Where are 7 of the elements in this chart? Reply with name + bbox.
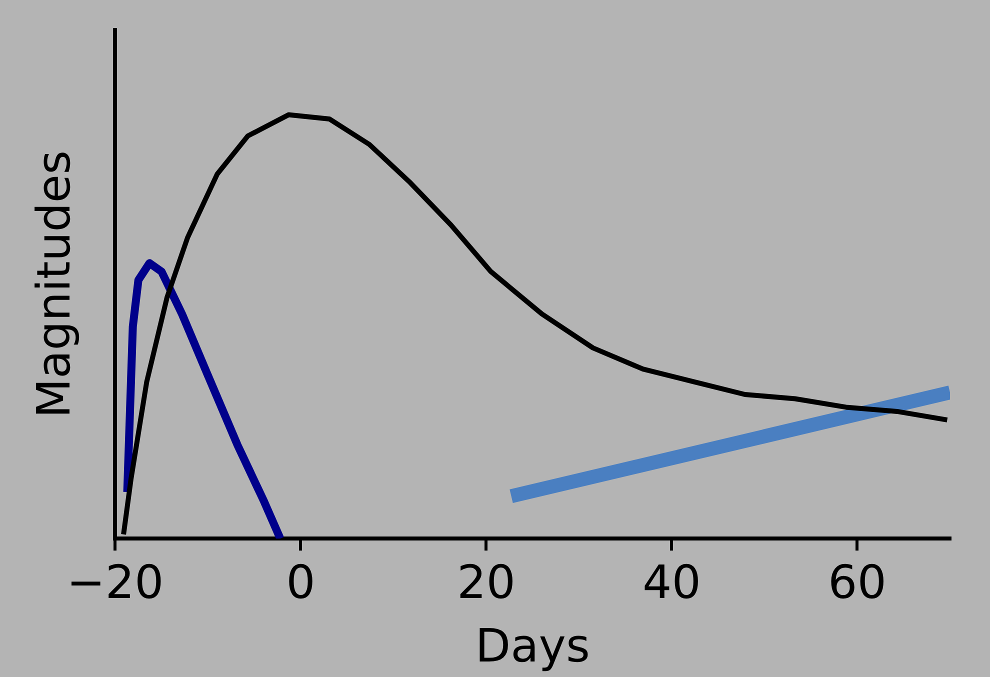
x-axis-title: Days: [475, 618, 590, 672]
x-tick-label: 20: [456, 555, 516, 610]
x-tick-label: 40: [642, 555, 702, 610]
y-axis-title: Magnitudes: [26, 150, 81, 418]
x-tick-label: 0: [286, 555, 316, 610]
x-tick-label: 60: [828, 555, 887, 610]
x-tick-label: −20: [66, 555, 164, 610]
